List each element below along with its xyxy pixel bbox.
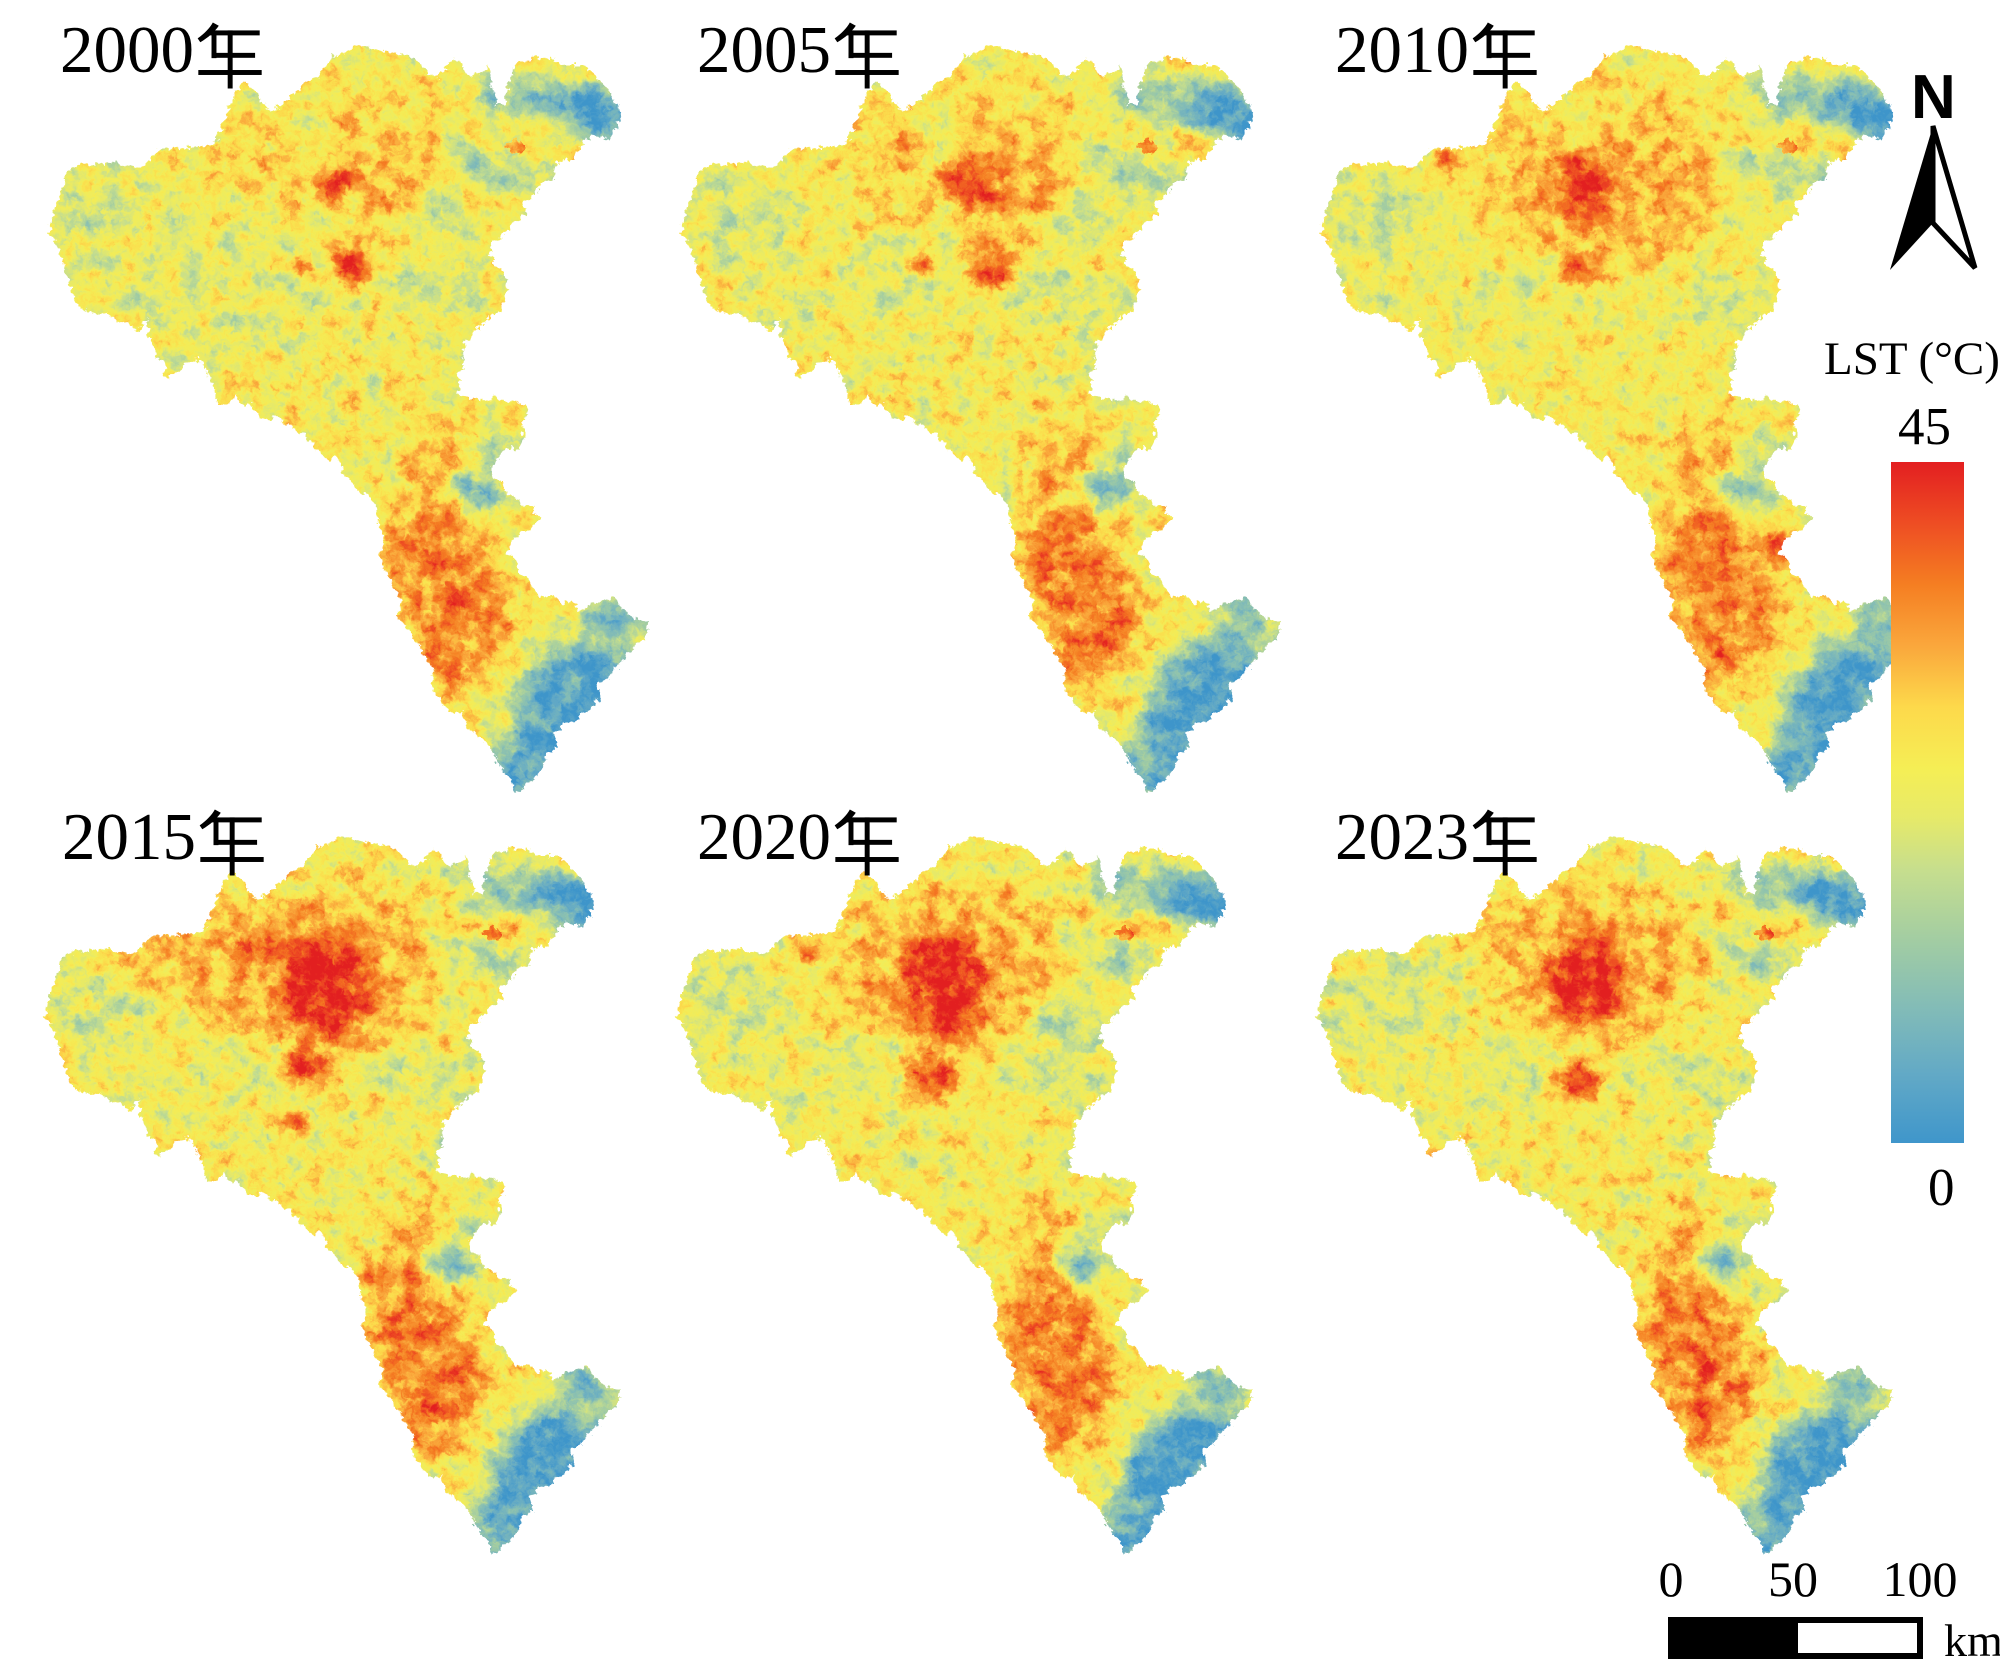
svg-text:2000: 2000 (60, 13, 194, 87)
svg-text:2020: 2020 (697, 800, 831, 874)
svg-text:LST (°C): LST (°C) (1824, 333, 2000, 385)
svg-text:2015: 2015 (62, 800, 196, 874)
svg-text:100: 100 (1883, 1551, 1958, 1607)
svg-text:45: 45 (1898, 398, 1951, 456)
svg-text:N: N (1911, 63, 1956, 132)
svg-text:2023: 2023 (1335, 800, 1469, 874)
svg-text:0: 0 (1659, 1551, 1684, 1607)
svg-text:km: km (1944, 1615, 2000, 1665)
svg-text:2005: 2005 (697, 13, 831, 87)
svg-text:0: 0 (1928, 1159, 1955, 1217)
svg-text:2010: 2010 (1335, 13, 1469, 87)
svg-text:50: 50 (1768, 1551, 1818, 1607)
